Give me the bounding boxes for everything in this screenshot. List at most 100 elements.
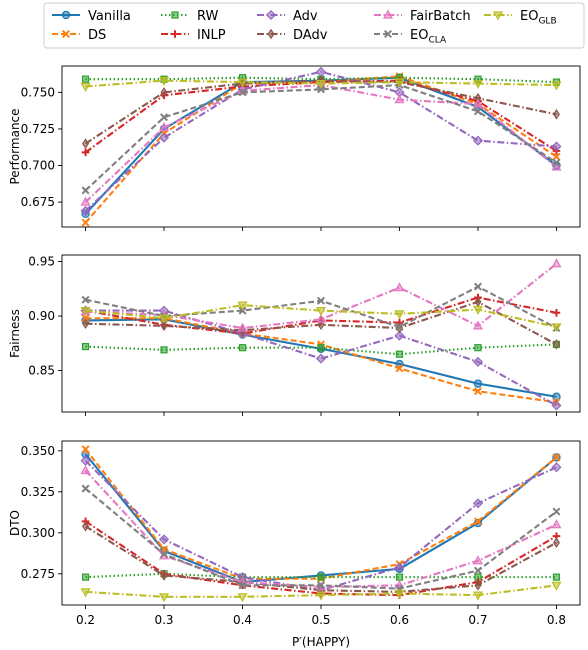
- data-point-fairbatch: [551, 519, 562, 529]
- data-point-dadv: [82, 138, 90, 149]
- data-point-fairbatch: [80, 465, 91, 475]
- legend-marker: [267, 28, 275, 40]
- data-point-adv: [551, 400, 562, 411]
- data-point-adv: [158, 534, 170, 545]
- x-axis-label: P′(HAPPY): [292, 635, 350, 649]
- data-point-eo-cla: [81, 484, 90, 493]
- data-point-eo-cla: [552, 158, 561, 167]
- data-point-eo-cla: [316, 581, 326, 590]
- data-point-inlp: [81, 148, 90, 157]
- data-point-eo-glb: [472, 305, 483, 315]
- data-point-adv: [80, 205, 91, 216]
- series-eo-cla: [81, 484, 561, 593]
- data-point-vanilla: [552, 392, 561, 401]
- legend-label: DS: [88, 28, 106, 43]
- legend-label: INLP: [197, 28, 226, 43]
- data-point-ds: [473, 387, 482, 396]
- series-eo-glb: [80, 581, 562, 603]
- legend: VanillaDSRWINLPAdvDAdvFairBatchEOCLAEOGL…: [43, 2, 585, 49]
- series-adv: [80, 455, 562, 596]
- data-point-eo-glb: [551, 81, 562, 91]
- data-point-fairbatch: [159, 122, 170, 132]
- data-point-eo-glb: [394, 310, 405, 320]
- plot-area: [80, 258, 562, 411]
- series-eo-glb: [80, 301, 562, 333]
- data-point-dadv: [552, 109, 560, 120]
- data-point-fairbatch: [237, 322, 248, 332]
- data-point-rw: [81, 573, 90, 581]
- data-point-ds: [473, 517, 482, 526]
- data-point-fairbatch: [472, 98, 483, 108]
- dto-y-axis-label: DTO: [8, 510, 22, 536]
- data-point-inlp: [552, 308, 561, 317]
- data-point-eo-cla: [316, 85, 326, 94]
- legend-marker: [265, 9, 277, 21]
- plot-area: [80, 66, 562, 227]
- dto-y-tick-label: 0.350: [21, 444, 55, 458]
- data-point-eo-glb: [472, 591, 483, 601]
- data-point-ds: [81, 218, 90, 227]
- performance-panel: 0.675 0.700 0.725 0.750 Performance: [8, 65, 581, 231]
- legend-marker: [61, 10, 71, 20]
- legend-marker: [492, 11, 504, 21]
- data-point-fairbatch: [551, 161, 562, 171]
- fairness-y-axis-label: Fairness: [8, 309, 22, 358]
- legend-entry-rw: RW: [161, 9, 219, 24]
- data-point-fairbatch: [315, 313, 327, 323]
- data-point-adv: [472, 135, 484, 146]
- legend-frame: [43, 2, 585, 49]
- dto-y-tick-label: 0.325: [21, 485, 55, 499]
- data-point-fairbatch: [472, 320, 483, 330]
- data-point-dadv: [160, 320, 168, 332]
- data-point-ds: [81, 445, 90, 454]
- data-point-eo-cla: [238, 581, 247, 590]
- legend-marker: [171, 30, 179, 38]
- data-point-adv: [551, 462, 562, 473]
- data-point-rw: [552, 573, 561, 581]
- legend-entry-ds: DS: [52, 28, 106, 43]
- series-line-vanilla: [84, 453, 558, 584]
- x-tick-label: 0.5: [311, 613, 330, 627]
- data-point-rw: [160, 346, 168, 354]
- data-point-dadv: [160, 87, 168, 98]
- data-point-adv: [551, 141, 562, 152]
- data-point-eo-glb: [394, 589, 405, 599]
- legend-entry-fairbatch: FairBatch: [374, 9, 471, 24]
- x-tick-label: 0.6: [390, 613, 409, 627]
- data-point-eo-cla: [160, 550, 169, 559]
- legend-label: Adv: [293, 9, 318, 24]
- plot-area: [80, 445, 562, 603]
- data-point-eo-glb: [551, 323, 562, 333]
- series-vanilla: [81, 449, 561, 587]
- series-line-adv: [84, 70, 557, 212]
- data-point-adv: [394, 330, 405, 341]
- legend-label: Vanilla: [88, 9, 131, 24]
- dto-y-tick-label: 0.275: [21, 567, 55, 581]
- data-point-rw: [317, 573, 325, 581]
- x-tick-label: 0.2: [76, 613, 95, 627]
- legend-label: DAdv: [293, 28, 328, 43]
- data-point-fairbatch: [551, 258, 562, 268]
- data-point-eo-cla: [238, 88, 247, 97]
- data-point-fairbatch: [394, 94, 405, 104]
- x-tick-label: 0.3: [154, 613, 173, 627]
- legend-entry-inlp: INLP: [161, 28, 226, 43]
- data-point-dadv: [474, 580, 482, 591]
- legend-entry-vanilla: Vanilla: [52, 9, 131, 24]
- data-point-eo-glb: [472, 79, 483, 89]
- data-point-dadv: [160, 570, 168, 581]
- data-point-adv: [80, 455, 91, 466]
- data-point-eo-glb: [159, 314, 170, 324]
- x-tick-label: 0.7: [468, 613, 487, 627]
- legend-label: FairBatch: [410, 9, 471, 24]
- data-point-vanilla: [473, 379, 483, 388]
- data-point-adv: [315, 353, 327, 364]
- series-ds: [81, 72, 561, 227]
- data-point-eo-glb: [315, 307, 327, 317]
- data-point-adv: [394, 562, 405, 573]
- performance-y-tick-label: 0.675: [21, 195, 55, 209]
- data-point-adv: [472, 498, 484, 509]
- legend-entry-adv: Adv: [257, 9, 318, 24]
- data-point-dadv: [552, 537, 560, 548]
- data-point-rw: [81, 342, 90, 351]
